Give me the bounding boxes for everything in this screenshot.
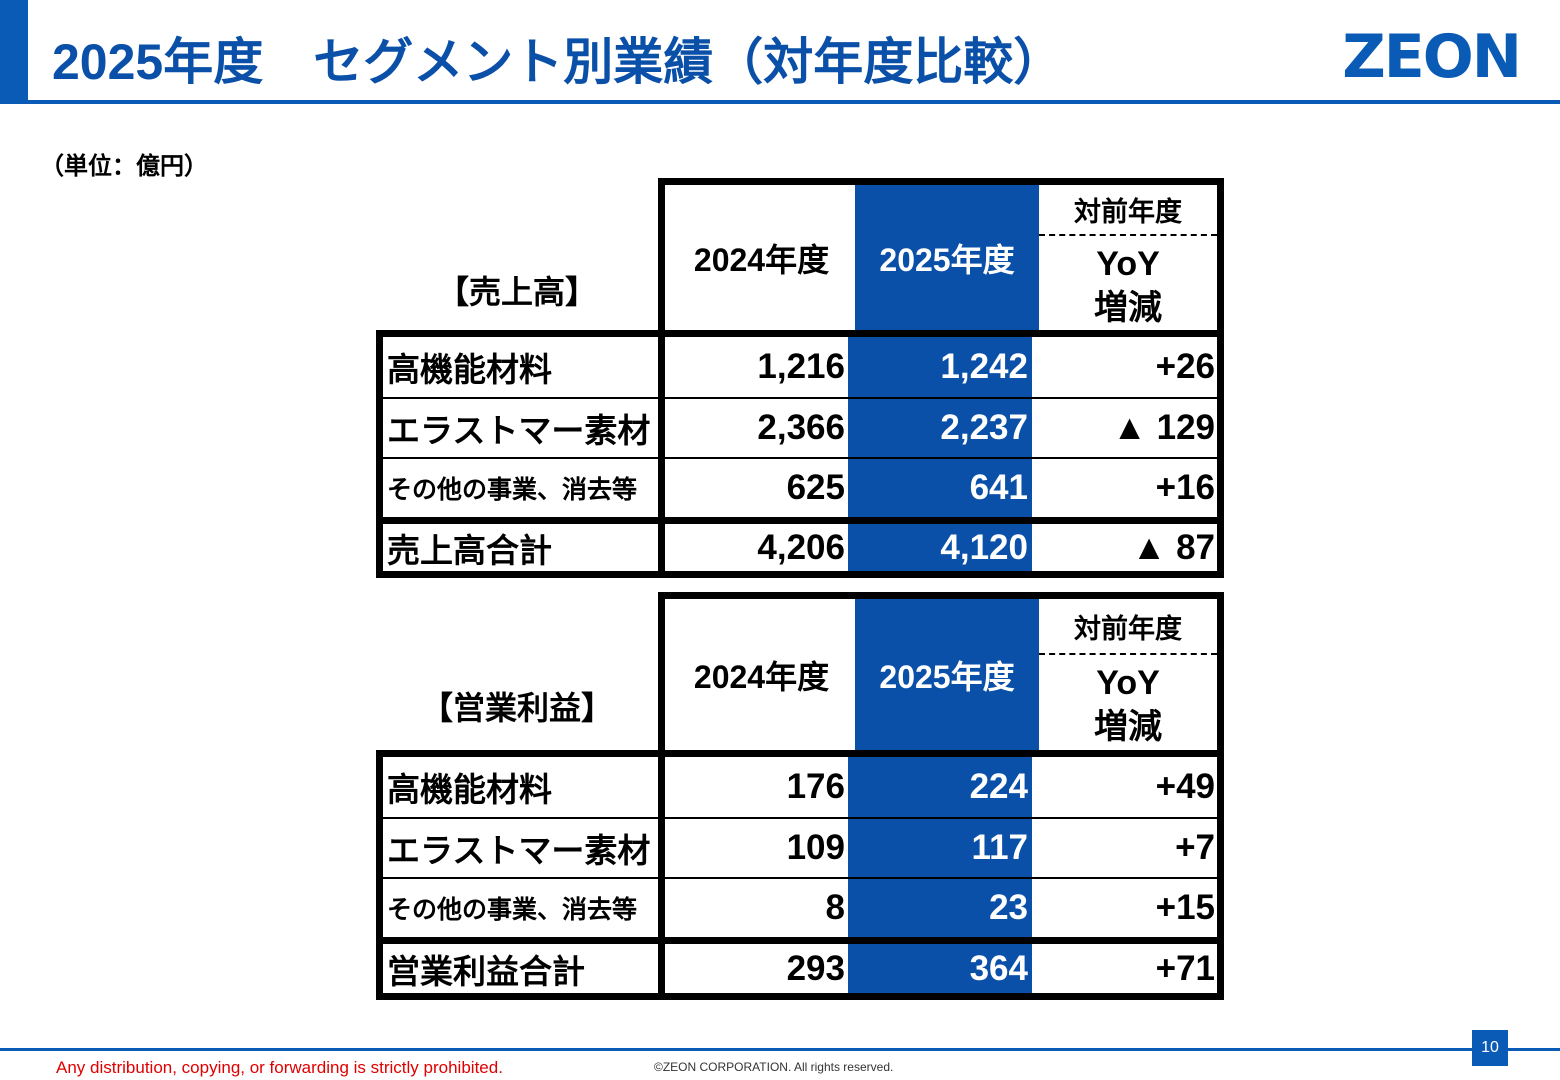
table-row: エラストマー素材 2,366 2,237 ▲ 129 <box>383 397 1217 457</box>
row-yoy: ▲ 129 <box>1112 408 1215 447</box>
header-2024: 2024年度 <box>671 185 852 330</box>
header-yoy-line1: YoY <box>1096 245 1160 283</box>
row-curr: 364 <box>848 944 1032 993</box>
column-divider <box>658 944 665 993</box>
row-curr: 1,242 <box>848 337 1032 397</box>
column-divider <box>658 879 665 937</box>
column-divider <box>658 399 665 457</box>
page-title: 2025年度 セグメント別業績（対年度比較） <box>52 34 1064 90</box>
company-logo: ZEON <box>1342 22 1522 92</box>
row-name: エラストマー素材 <box>387 412 651 449</box>
row-name: 高機能材料 <box>387 351 552 388</box>
row-prev: 176 <box>786 767 845 806</box>
row-yoy: +16 <box>1155 468 1215 507</box>
footer-copyright: ©ZEON CORPORATION. All rights reserved. <box>654 1060 894 1074</box>
row-prev: 293 <box>786 948 845 988</box>
header-yoy-top: 対前年度 <box>1039 599 1217 655</box>
header-2025: 2025年度 <box>855 185 1039 330</box>
row-curr: 641 <box>848 459 1032 517</box>
row-yoy: +15 <box>1155 888 1215 927</box>
header-yoy-line2: 増減 <box>1094 289 1162 327</box>
profit-table: 【営業利益】 2024年度 2025年度 対前年度 YoY 増減 高機能材料 1… <box>376 592 1224 1000</box>
header-yoy: 対前年度 YoY 増減 <box>1039 185 1217 330</box>
column-divider <box>658 757 665 817</box>
sales-table: 【売上高】 2024年度 2025年度 対前年度 YoY 増減 高機能材料 1,… <box>376 178 1224 580</box>
header-2024: 2024年度 <box>671 599 852 750</box>
table-row-total: 売上高合計 4,206 4,120 ▲ 87 <box>383 517 1217 571</box>
header-2025: 2025年度 <box>855 599 1039 750</box>
row-curr: 4,120 <box>848 524 1032 571</box>
table-row: その他の事業、消去等 8 23 +15 <box>383 877 1217 937</box>
row-yoy: ▲ 87 <box>1131 527 1215 567</box>
row-yoy: +49 <box>1155 767 1215 806</box>
row-name: 売上高合計 <box>387 531 552 569</box>
sales-body: 高機能材料 1,216 1,242 +26 エラストマー素材 2,366 2,2… <box>376 330 1224 578</box>
row-yoy: +7 <box>1175 828 1215 867</box>
header-yoy: 対前年度 YoY 増減 <box>1039 599 1217 750</box>
row-curr: 117 <box>848 819 1032 877</box>
header-yoy-top: 対前年度 <box>1039 185 1217 236</box>
sales-header: 2024年度 2025年度 対前年度 YoY 増減 <box>658 178 1224 330</box>
page-number: 10 <box>1472 1030 1508 1066</box>
table-row: 高機能材料 176 224 +49 <box>383 757 1217 817</box>
row-yoy: +71 <box>1155 948 1215 988</box>
row-yoy: +26 <box>1155 347 1215 386</box>
row-prev: 8 <box>825 888 845 927</box>
header-yoy-line2: 増減 <box>1094 708 1162 746</box>
row-name: その他の事業、消去等 <box>387 476 638 504</box>
row-prev: 1,216 <box>757 347 845 386</box>
table-row: エラストマー素材 109 117 +7 <box>383 817 1217 877</box>
row-prev: 625 <box>786 468 845 507</box>
sales-section-label: 【売上高】 <box>436 274 597 310</box>
column-divider <box>658 459 665 517</box>
row-name: 営業利益合計 <box>387 952 585 990</box>
footer-disclaimer: Any distribution, copying, or forwarding… <box>56 1058 503 1077</box>
header-divider <box>0 100 1560 104</box>
table-row: 高機能材料 1,216 1,242 +26 <box>383 337 1217 397</box>
row-name: エラストマー素材 <box>387 832 651 869</box>
column-divider <box>658 524 665 571</box>
row-curr: 23 <box>848 879 1032 937</box>
footer-divider <box>0 1048 1560 1051</box>
column-divider <box>658 819 665 877</box>
profit-body: 高機能材料 176 224 +49 エラストマー素材 109 117 +7 その… <box>376 750 1224 1000</box>
header-yoy-line1: YoY <box>1096 664 1160 702</box>
row-prev: 4,206 <box>757 527 845 567</box>
row-name: その他の事業、消去等 <box>387 896 638 924</box>
unit-label: （単位：億円） <box>40 153 208 180</box>
row-name: 高機能材料 <box>387 771 552 808</box>
table-row-total: 営業利益合計 293 364 +71 <box>383 937 1217 993</box>
header-yoy-bottom: YoY 増減 <box>1094 655 1162 749</box>
row-prev: 109 <box>786 828 845 867</box>
row-curr: 224 <box>848 757 1032 817</box>
header-yoy-bottom: YoY 増減 <box>1094 236 1162 330</box>
profit-section-label: 【営業利益】 <box>420 690 613 726</box>
column-divider <box>658 337 665 397</box>
profit-header: 2024年度 2025年度 対前年度 YoY 増減 <box>658 592 1224 750</box>
table-row: その他の事業、消去等 625 641 +16 <box>383 457 1217 517</box>
header-accent-bar <box>0 0 28 104</box>
row-prev: 2,366 <box>757 408 845 447</box>
row-curr: 2,237 <box>848 399 1032 457</box>
